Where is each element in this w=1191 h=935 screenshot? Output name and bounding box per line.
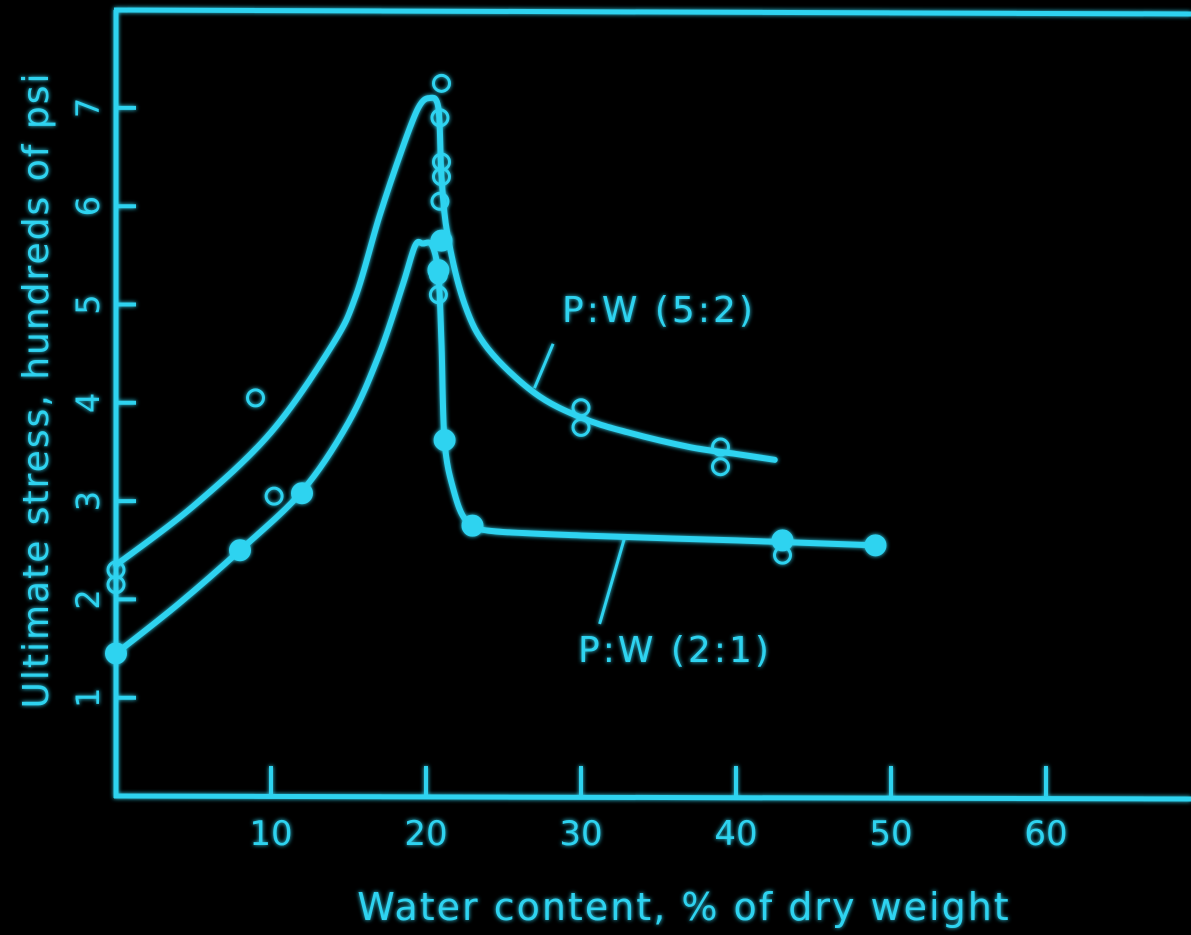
axes: 10 20 30 40 50 60 1 2 3 4 5 6 7 bbox=[69, 7, 1191, 854]
point-filled-pw-2-1 bbox=[427, 259, 450, 282]
x-axis-line bbox=[113, 793, 1191, 802]
x-tick-label: 60 bbox=[1024, 814, 1067, 854]
point-open-pw-5-2 bbox=[430, 191, 450, 211]
y-tick-label: 6 bbox=[69, 196, 107, 216]
point-open-pw-5-2 bbox=[428, 285, 448, 305]
x-tick-label: 30 bbox=[559, 814, 602, 854]
point-open-pw-5-2 bbox=[430, 108, 450, 128]
x-tick-label: 40 bbox=[714, 814, 757, 854]
point-filled-pw-2-1 bbox=[430, 229, 453, 252]
labels: Water content, % of dry weight Ultimate … bbox=[16, 72, 1010, 930]
leader-line-pw-2-1 bbox=[598, 538, 626, 625]
point-filled-pw-2-1 bbox=[105, 642, 127, 665]
x-tick-label: 10 bbox=[249, 814, 292, 854]
point-open-pw-5-2 bbox=[264, 486, 284, 506]
point-open-pw-5-2 bbox=[246, 388, 265, 408]
leader-line-pw-5-2 bbox=[533, 343, 555, 389]
point-filled-pw-2-1 bbox=[461, 514, 484, 537]
x-axis-label: Water content, % of dry weight bbox=[357, 885, 1010, 929]
point-filled-pw-2-1 bbox=[771, 529, 794, 552]
data-points bbox=[105, 73, 887, 665]
y-tick-label: 1 bbox=[69, 688, 107, 708]
point-filled-pw-2-1 bbox=[864, 534, 887, 557]
y-axis-label: Ultimate stress, hundreds of psi bbox=[16, 72, 57, 709]
point-open-pw-5-2 bbox=[571, 417, 591, 437]
point-open-pw-5-2 bbox=[432, 73, 451, 93]
frame-top-line bbox=[113, 7, 1191, 17]
point-open-pw-5-2 bbox=[106, 575, 126, 595]
point-open-pw-5-2 bbox=[571, 398, 591, 418]
legend-label-pw-2-1: P:W (2:1) bbox=[578, 630, 772, 671]
y-tick-label: 3 bbox=[69, 491, 107, 511]
x-tick-label: 50 bbox=[869, 814, 912, 854]
legend-label-pw-5-2: P:W (5:2) bbox=[562, 290, 756, 331]
y-tick-label: 5 bbox=[69, 294, 107, 314]
point-open-pw-5-2 bbox=[711, 457, 730, 477]
point-filled-pw-2-1 bbox=[433, 429, 456, 452]
y-tick-label: 2 bbox=[69, 589, 107, 609]
point-filled-pw-2-1 bbox=[229, 539, 251, 562]
y-tick-label: 7 bbox=[69, 98, 107, 118]
x-tick-label: 20 bbox=[404, 814, 447, 854]
point-filled-pw-2-1 bbox=[291, 482, 313, 505]
point-open-pw-5-2 bbox=[711, 437, 730, 457]
y-tick-label: 4 bbox=[69, 393, 107, 413]
series-line-pw-5-2 bbox=[113, 94, 778, 568]
point-open-pw-5-2 bbox=[432, 167, 451, 187]
